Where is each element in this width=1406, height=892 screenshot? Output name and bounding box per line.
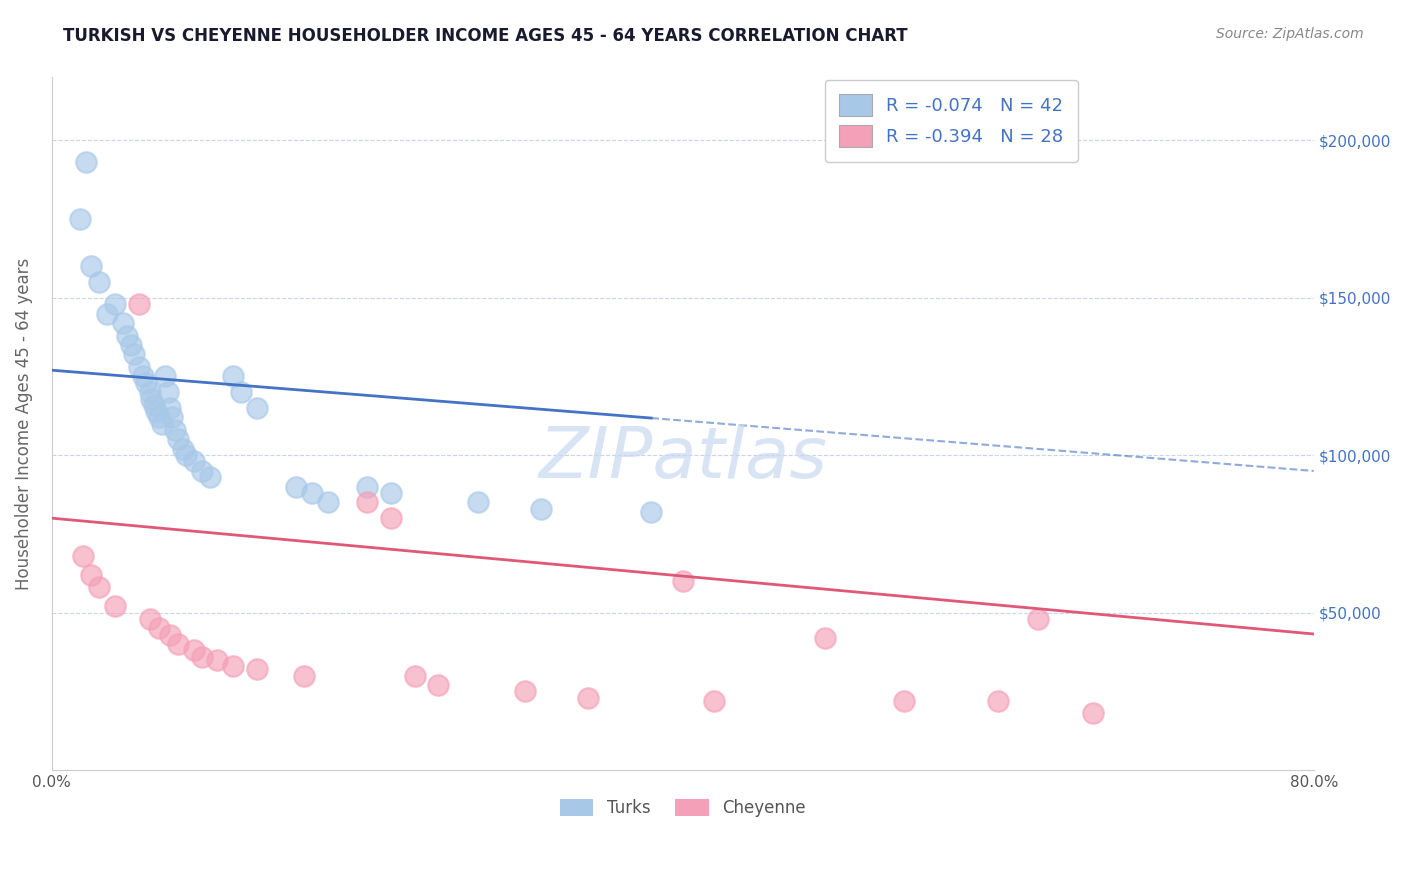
Point: [120, 338, 142, 352]
Point: [135, 376, 157, 390]
Point: [1026, 612, 1049, 626]
Point: [530, 501, 553, 516]
Point: [122, 347, 145, 361]
Point: [143, 398, 166, 412]
Point: [138, 385, 160, 400]
Point: [148, 410, 170, 425]
Point: [174, 448, 197, 462]
Point: [893, 694, 915, 708]
Point: [80, 567, 103, 582]
Point: [672, 574, 695, 588]
Point: [150, 417, 173, 431]
Point: [467, 495, 489, 509]
Y-axis label: Householder Income Ages 45 - 64 years: Householder Income Ages 45 - 64 years: [15, 258, 32, 590]
Point: [117, 328, 139, 343]
Text: TURKISH VS CHEYENNE HOUSEHOLDER INCOME AGES 45 - 64 YEARS CORRELATION CHART: TURKISH VS CHEYENNE HOUSEHOLDER INCOME A…: [63, 27, 908, 45]
Point: [159, 401, 181, 415]
Point: [145, 404, 167, 418]
Point: [814, 631, 837, 645]
Point: [69, 212, 91, 227]
Point: [138, 612, 160, 626]
Point: [285, 480, 308, 494]
Point: [576, 690, 599, 705]
Point: [513, 684, 536, 698]
Point: [246, 401, 269, 415]
Point: [111, 316, 134, 330]
Point: [246, 662, 269, 676]
Point: [703, 694, 725, 708]
Point: [172, 442, 194, 456]
Point: [167, 637, 190, 651]
Point: [80, 260, 103, 274]
Point: [292, 668, 315, 682]
Point: [190, 464, 212, 478]
Point: [229, 385, 252, 400]
Point: [190, 649, 212, 664]
Point: [72, 549, 94, 563]
Point: [316, 495, 339, 509]
Legend: Turks, Cheyenne: Turks, Cheyenne: [554, 792, 813, 824]
Point: [128, 297, 150, 311]
Point: [75, 155, 97, 169]
Point: [159, 627, 181, 641]
Text: ZIPatlas: ZIPatlas: [538, 424, 827, 493]
Point: [1081, 706, 1104, 721]
Point: [404, 668, 426, 682]
Point: [104, 599, 127, 614]
Point: [356, 495, 378, 509]
Point: [139, 392, 162, 406]
Point: [96, 307, 118, 321]
Point: [183, 454, 205, 468]
Point: [301, 486, 323, 500]
Point: [132, 369, 155, 384]
Point: [167, 433, 190, 447]
Point: [183, 643, 205, 657]
Point: [640, 505, 662, 519]
Point: [198, 470, 221, 484]
Point: [87, 275, 110, 289]
Point: [87, 581, 110, 595]
Point: [222, 659, 245, 673]
Point: [148, 621, 170, 635]
Point: [222, 369, 245, 384]
Point: [157, 385, 180, 400]
Point: [380, 511, 402, 525]
Point: [104, 297, 127, 311]
Point: [155, 369, 177, 384]
Point: [427, 678, 450, 692]
Point: [160, 410, 183, 425]
Point: [163, 423, 186, 437]
Point: [128, 359, 150, 374]
Point: [987, 694, 1010, 708]
Text: Source: ZipAtlas.com: Source: ZipAtlas.com: [1216, 27, 1364, 41]
Point: [356, 480, 378, 494]
Point: [380, 486, 402, 500]
Point: [207, 653, 229, 667]
